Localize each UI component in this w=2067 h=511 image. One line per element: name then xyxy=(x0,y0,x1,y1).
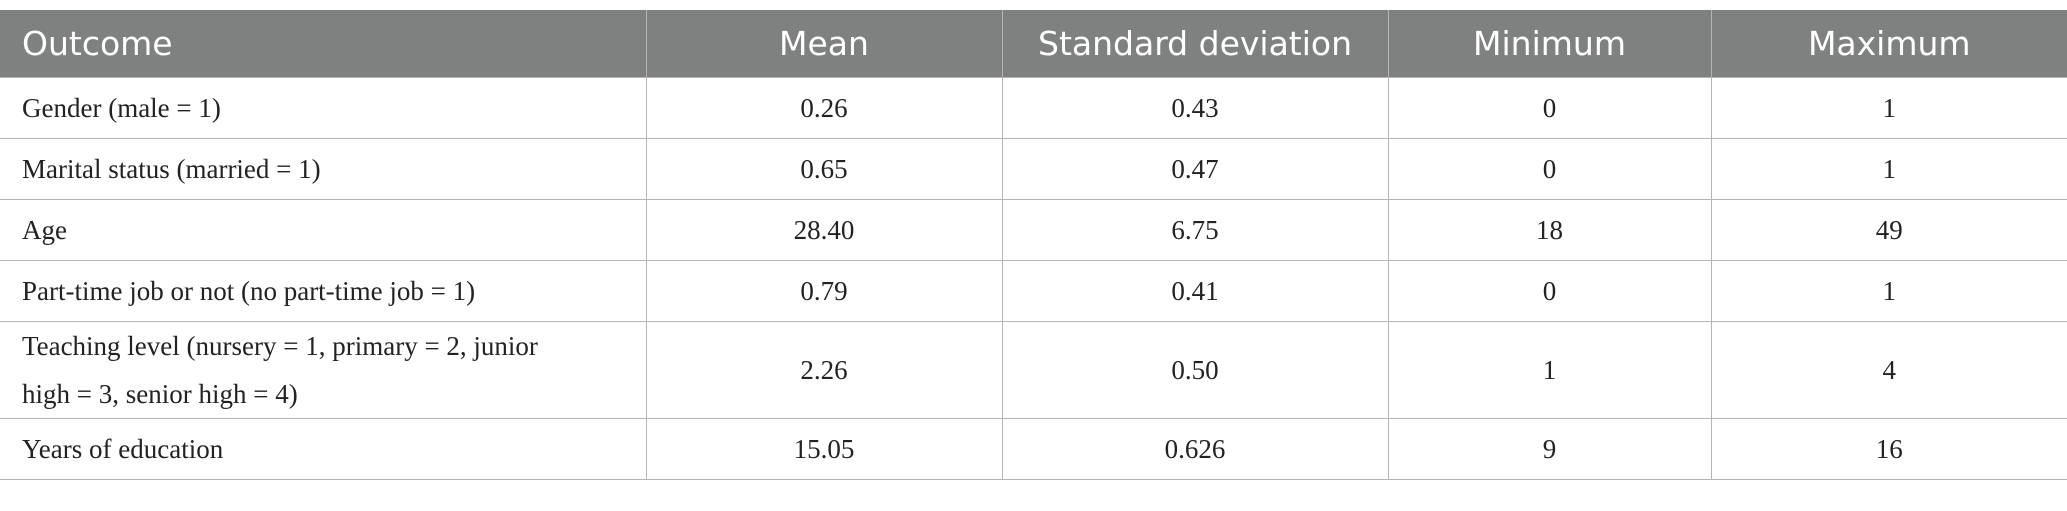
cell: 0.79 xyxy=(645,260,1003,322)
row-label: Gender (male = 1) xyxy=(0,77,647,139)
table-body: Gender (male = 1) 0.26 0.43 0 1 Marital statu… xyxy=(0,77,2067,480)
table-row: Part-time job or not (no part-time job =… xyxy=(0,260,2067,322)
cell: 0.43 xyxy=(1001,77,1389,139)
cell: 1 xyxy=(1710,260,2067,322)
row-label: Age xyxy=(0,199,647,261)
cell: 28.40 xyxy=(645,199,1003,261)
table: Outcome Mean Standard deviation Minimum Maxi… xyxy=(0,10,2067,480)
cell: 6.75 xyxy=(1001,199,1389,261)
cell: 9 xyxy=(1387,418,1712,480)
cell: 0.626 xyxy=(1001,418,1389,480)
header-cell: Maximum xyxy=(1710,10,2067,78)
cell: 0.50 xyxy=(1001,321,1389,419)
cell: 1 xyxy=(1387,321,1712,419)
cell: 18 xyxy=(1387,199,1712,261)
table-row: Years of education 15.05 0.626 9 16 xyxy=(0,418,2067,480)
cell: 15.05 xyxy=(645,418,1003,480)
row-label: Marital status (married = 1) xyxy=(0,138,647,200)
cell: 0.41 xyxy=(1001,260,1389,322)
cell: 0.47 xyxy=(1001,138,1389,200)
cell: 1 xyxy=(1710,138,2067,200)
header-cell: Minimum xyxy=(1387,10,1711,78)
header-cell: Mean xyxy=(645,10,1002,78)
cell: 0.26 xyxy=(645,77,1003,139)
header-cell: Standard deviation xyxy=(1001,10,1388,78)
header-row: Outcome Mean Standard deviation Minimum Maxi… xyxy=(0,10,2067,78)
cell: 0 xyxy=(1387,260,1712,322)
table-row: Age 28.40 6.75 18 49 xyxy=(0,199,2067,261)
table-row: Teaching level (nursery = 1, primary = 2… xyxy=(0,321,2067,419)
cell: 0 xyxy=(1387,138,1712,200)
cell: 1 xyxy=(1710,77,2067,139)
cell: 0.65 xyxy=(645,138,1003,200)
row-label: Teaching level (nursery = 1, primary = 2… xyxy=(0,321,647,419)
table-row: Marital status (married = 1) 0.65 0.47 0 1 xyxy=(0,138,2067,200)
row-label: Years of education xyxy=(0,418,647,480)
cell: 16 xyxy=(1710,418,2067,480)
cell: 4 xyxy=(1710,321,2067,419)
row-label: Part-time job or not (no part-time job =… xyxy=(0,260,647,322)
cell: 0 xyxy=(1387,77,1712,139)
header-cell: Outcome xyxy=(0,10,646,78)
cell: 2.26 xyxy=(645,321,1003,419)
cell: 49 xyxy=(1710,199,2067,261)
table-row: Gender (male = 1) 0.26 0.43 0 1 xyxy=(0,77,2067,139)
